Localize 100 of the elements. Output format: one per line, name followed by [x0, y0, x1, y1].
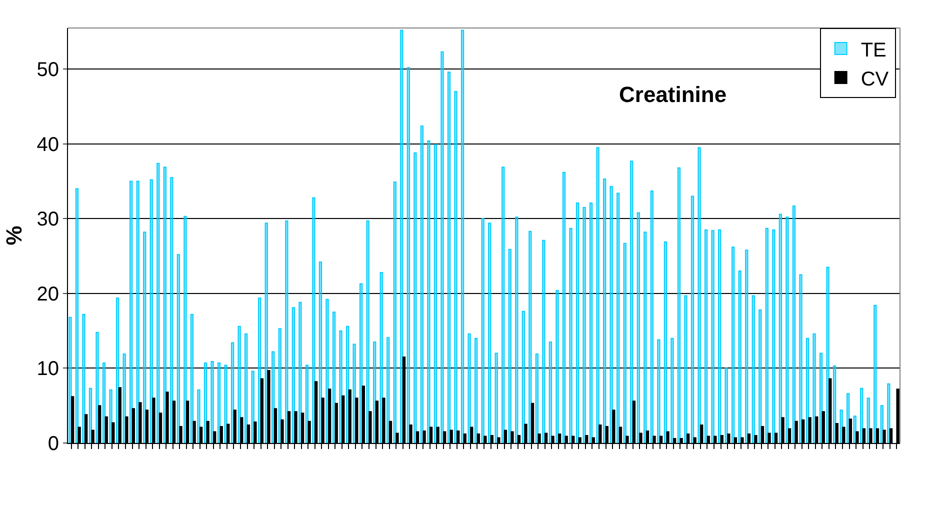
- bar: [664, 241, 668, 443]
- bar: [528, 230, 532, 443]
- bar: [832, 365, 836, 443]
- bar: [724, 368, 728, 443]
- bar: [772, 229, 776, 443]
- bar: [522, 310, 525, 443]
- bar: [778, 214, 782, 443]
- bar: [143, 232, 146, 443]
- bar: [339, 330, 342, 443]
- bar: [156, 162, 160, 443]
- bar: [745, 250, 748, 443]
- bar: [400, 30, 404, 443]
- bar: [542, 240, 546, 443]
- bar: [819, 352, 823, 443]
- y-tick-label: 20: [36, 283, 59, 306]
- bar: [799, 274, 802, 443]
- bar: [88, 388, 92, 443]
- bar: [812, 333, 816, 443]
- text: Creatinine: [619, 82, 727, 107]
- bar: [515, 216, 518, 443]
- bar: [711, 230, 714, 443]
- bar: [502, 166, 505, 443]
- bar: [718, 229, 722, 443]
- bar: [238, 326, 241, 443]
- bar: [75, 188, 79, 443]
- bar: [488, 222, 492, 443]
- bar: [684, 295, 688, 443]
- bar: [332, 312, 336, 443]
- bar: [170, 177, 174, 443]
- bar: [366, 220, 370, 443]
- bar: [150, 179, 153, 443]
- bar: [244, 333, 248, 443]
- bar: [204, 362, 208, 443]
- bar: [68, 316, 72, 443]
- bar: [582, 206, 586, 443]
- bar: [508, 248, 512, 443]
- bar: [224, 364, 228, 443]
- y-tick-label: 50: [36, 59, 59, 82]
- bar: [176, 254, 180, 443]
- bar: [732, 246, 735, 443]
- bar: [116, 297, 120, 443]
- bar: [278, 328, 282, 443]
- legend-label: CV: [860, 68, 890, 90]
- bar: [359, 283, 363, 443]
- bar: [556, 290, 559, 443]
- bar: [163, 166, 166, 443]
- bar: [393, 182, 396, 443]
- bar: [786, 216, 789, 443]
- bar: [96, 332, 99, 443]
- y-tick-label: 10: [36, 358, 59, 380]
- bar: [752, 295, 755, 443]
- bar: [636, 212, 640, 443]
- bar: [305, 364, 309, 443]
- bar: [677, 167, 681, 443]
- bar: [136, 180, 140, 443]
- bar: [468, 333, 471, 443]
- bar: [657, 339, 660, 443]
- bar: [82, 314, 86, 443]
- bar: [130, 180, 133, 443]
- bar: [630, 160, 634, 443]
- bar: [184, 216, 187, 443]
- bar: [454, 91, 458, 443]
- bar: [102, 362, 106, 443]
- bar: [704, 229, 708, 443]
- bar: [535, 354, 538, 443]
- bar: [576, 202, 580, 443]
- bar: [414, 152, 417, 443]
- bar: [352, 344, 356, 443]
- bar: [758, 309, 762, 443]
- bar: [698, 147, 701, 443]
- bar: [644, 232, 647, 443]
- bar: [427, 140, 430, 443]
- bar: [806, 338, 810, 443]
- bar: [603, 178, 606, 443]
- bar: [440, 51, 444, 443]
- bar: [670, 338, 674, 443]
- bar: [190, 314, 194, 443]
- bar: [434, 144, 438, 443]
- bar: [765, 228, 768, 443]
- bar: [312, 197, 316, 443]
- bar: [230, 342, 234, 443]
- bar: [197, 389, 200, 443]
- y-axis-title: %: [2, 226, 27, 246]
- bar: [826, 266, 830, 443]
- y-tick-label: 0: [48, 433, 59, 455]
- bar: [569, 228, 572, 443]
- bar: [860, 388, 864, 443]
- bar: [474, 338, 478, 443]
- bar: [420, 125, 424, 443]
- bar: [447, 72, 451, 443]
- y-tick-label: 40: [36, 134, 59, 156]
- bar: [318, 262, 322, 443]
- bar: [285, 220, 288, 443]
- bar: [217, 362, 221, 443]
- bar: [589, 202, 593, 443]
- bar: [406, 67, 410, 443]
- bar: [481, 218, 484, 443]
- bar: [494, 352, 498, 443]
- bar: [548, 342, 552, 443]
- bar: [623, 242, 626, 443]
